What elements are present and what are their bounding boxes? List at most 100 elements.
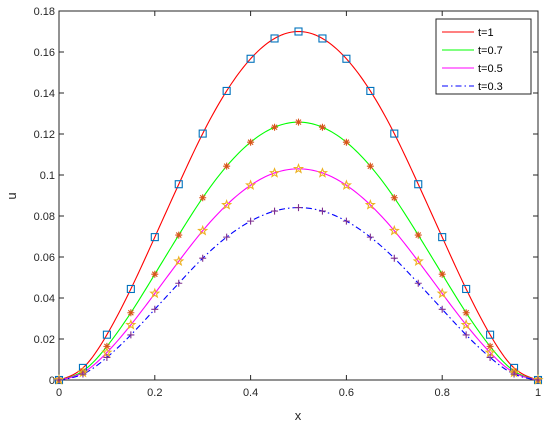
data-point-marker [414, 231, 422, 239]
data-point-marker [151, 270, 159, 278]
data-point-marker [151, 305, 159, 313]
data-point-marker [221, 199, 233, 210]
data-point-marker [462, 331, 470, 339]
data-point-marker [127, 309, 135, 317]
x-axis-ticks: 0 0.2 0.4 0.6 0.8 1 [56, 11, 541, 399]
data-point-marker [390, 129, 399, 138]
y-tick-label: 0.14 [34, 88, 55, 100]
data-point-marker [126, 284, 135, 294]
data-point-marker [127, 331, 135, 339]
y-tick-label: 0.06 [34, 252, 55, 264]
data-point-marker [366, 233, 374, 241]
data-point-marker [247, 138, 255, 146]
y-tick-label: 0.04 [34, 293, 55, 305]
legend-entry: t=0.3 [478, 81, 503, 93]
data-point-marker [388, 224, 400, 236]
data-point-marker [316, 167, 329, 178]
data-point-marker [534, 376, 542, 384]
data-point-marker [79, 370, 87, 378]
data-point-marker [175, 279, 183, 287]
data-point-marker [318, 123, 326, 131]
data-point-marker [436, 287, 448, 299]
x-tick-label: 0.4 [243, 387, 258, 399]
data-point-marker [510, 370, 518, 378]
data-point-marker [197, 224, 209, 236]
data-point-marker [486, 342, 494, 350]
data-point-marker [199, 194, 207, 202]
data-point-marker [247, 217, 255, 225]
data-point-marker [364, 199, 376, 210]
data-point-marker [222, 86, 231, 95]
data-point-marker [295, 118, 302, 126]
legend-entry: t=0.5 [478, 63, 503, 75]
data-point-marker [342, 138, 350, 146]
data-point-marker [486, 353, 494, 361]
legend-entry: t=1 [478, 27, 494, 39]
data-point-marker [174, 180, 183, 189]
data-point-marker [438, 233, 447, 242]
data-point-marker [268, 167, 281, 178]
x-tick-label: 0.2 [147, 387, 162, 399]
data-point-marker [292, 162, 305, 174]
data-point-marker [486, 330, 495, 339]
data-point-marker [271, 123, 279, 131]
data-point-marker [342, 217, 350, 225]
data-point-marker [462, 284, 471, 294]
data-point-marker [438, 305, 446, 313]
data-point-marker [342, 54, 351, 63]
data-point-marker [103, 353, 111, 361]
series-line [58, 168, 539, 381]
data-point-marker [462, 309, 470, 317]
data-point-marker [295, 204, 302, 212]
data-point-marker [414, 279, 422, 287]
data-point-marker [245, 179, 257, 190]
legend-entry: t=0.7 [478, 45, 503, 57]
data-point-marker [102, 330, 111, 339]
data-point-marker [438, 270, 446, 278]
data-point-marker [223, 162, 231, 170]
data-point-marker [149, 287, 161, 299]
data-point-marker [390, 254, 398, 262]
data-point-marker [55, 376, 63, 384]
legend: t=1 t=0.7 t=0.5 t=0.3 [435, 18, 532, 95]
data-point-marker [199, 254, 207, 262]
data-point-marker [318, 207, 326, 215]
data-point-marker [175, 231, 183, 239]
data-point-marker [198, 129, 207, 138]
data-point-marker [223, 233, 231, 241]
series-markers [53, 27, 544, 385]
data-point-marker [340, 179, 352, 190]
x-tick-label: 0.6 [339, 387, 354, 399]
x-tick-label: 0 [56, 387, 62, 399]
data-point-marker [412, 255, 424, 267]
data-point-marker [150, 233, 159, 242]
y-tick-label: 0 [49, 375, 55, 387]
data-point-marker [414, 180, 423, 189]
data-point-marker [318, 34, 327, 43]
data-point-marker [390, 194, 398, 202]
y-axis-label: u [4, 192, 19, 199]
series-line [58, 207, 539, 381]
data-point-marker [366, 162, 374, 170]
y-tick-label: 0.1 [40, 170, 55, 182]
x-axis-label: x [295, 408, 302, 423]
data-point-marker [460, 318, 472, 330]
y-tick-label: 0.08 [34, 211, 55, 223]
y-tick-label: 0.18 [34, 6, 55, 18]
data-point-marker [366, 86, 375, 95]
data-point-marker [294, 27, 303, 36]
data-point-marker [271, 207, 279, 215]
y-tick-label: 0.02 [34, 334, 55, 346]
x-tick-label: 1 [535, 387, 541, 399]
y-axis-ticks: 0 0.02 0.04 0.06 0.08 0.1 0.12 0.14 0.16 0.18 [34, 6, 538, 387]
data-point-marker [103, 342, 111, 350]
x-tick-label: 0.8 [435, 387, 450, 399]
data-point-marker [270, 34, 279, 43]
data-point-marker [173, 255, 185, 267]
data-point-marker [125, 318, 137, 330]
y-tick-label: 0.16 [34, 47, 55, 59]
series-line [58, 30, 539, 381]
y-tick-label: 0.12 [34, 129, 55, 141]
data-point-marker [246, 54, 255, 63]
